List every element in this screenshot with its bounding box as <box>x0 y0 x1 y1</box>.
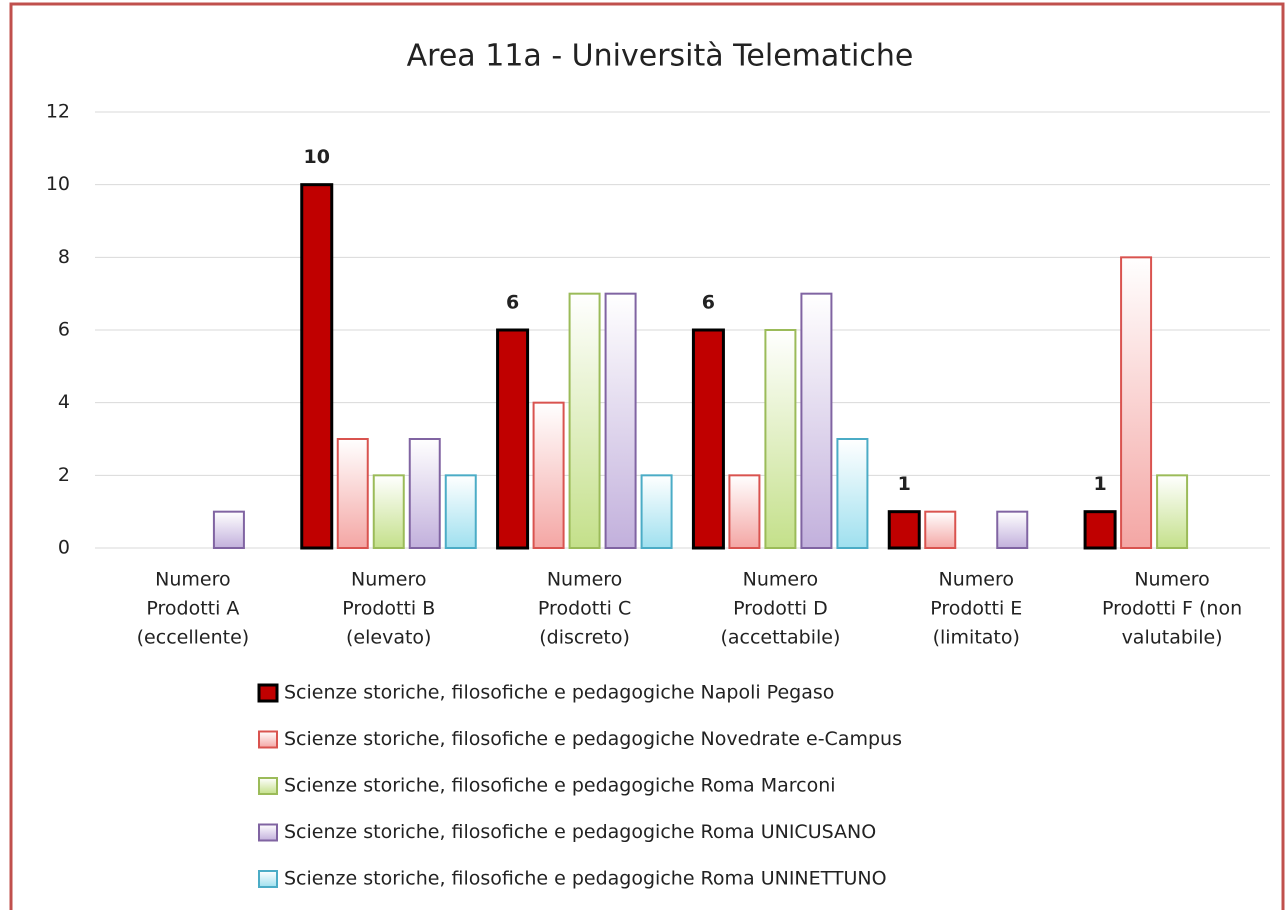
y-tick-label: 2 <box>58 464 70 486</box>
x-tick-label: Prodotti F (non <box>1102 598 1242 620</box>
bar <box>532 401 565 549</box>
bar <box>336 438 369 549</box>
bar <box>604 292 637 549</box>
x-tick-label: (discreto) <box>539 627 630 649</box>
y-tick-label: 0 <box>58 537 70 559</box>
bar <box>764 329 797 549</box>
data-label: 1 <box>898 473 911 495</box>
y-tick-label: 8 <box>58 246 70 268</box>
chart-title: Area 11a - Università Telematiche <box>407 39 914 74</box>
x-tick-label: Prodotti A <box>146 598 239 620</box>
bar <box>1083 510 1117 550</box>
chart-frame <box>9 2 1285 910</box>
bar <box>800 292 833 549</box>
x-tick-label: Prodotti B <box>342 598 435 620</box>
x-tick-label: Numero <box>1134 569 1209 591</box>
y-tick-label: 4 <box>58 391 70 413</box>
bar <box>996 510 1029 549</box>
legend-swatch <box>257 683 279 703</box>
y-tick-label: 6 <box>58 319 70 341</box>
bar <box>836 438 869 549</box>
data-label: 6 <box>702 292 715 314</box>
bar <box>372 474 405 550</box>
bar <box>496 328 530 550</box>
bar <box>444 474 477 550</box>
legend-swatch <box>258 823 278 842</box>
bar <box>691 328 725 550</box>
x-tick-label: Numero <box>743 569 818 591</box>
legend-label: Scienze storiche, filosofiche e pedagogi… <box>284 868 887 890</box>
x-tick-label: Numero <box>547 569 622 591</box>
data-label: 1 <box>1093 473 1106 495</box>
x-tick-label: Numero <box>155 569 230 591</box>
y-tick-label: 12 <box>46 101 70 123</box>
x-tick-label: Prodotti C <box>538 598 631 620</box>
x-tick-label: (elevato) <box>346 627 431 649</box>
legend-label: Scienze storiche, filosofiche e pedagogi… <box>284 728 902 750</box>
legend-swatch <box>258 777 278 795</box>
bar <box>924 510 957 549</box>
bar <box>728 474 761 550</box>
legend-label: Scienze storiche, filosofiche e pedagogi… <box>284 682 834 704</box>
data-label: 6 <box>506 292 519 314</box>
legend-label: Scienze storiche, filosofiche e pedagogi… <box>284 775 836 797</box>
y-tick-label: 10 <box>46 173 70 195</box>
legend-swatch <box>258 730 278 749</box>
bar <box>568 292 601 549</box>
data-label: 10 <box>304 146 330 168</box>
x-tick-label: valutabile) <box>1122 627 1223 649</box>
x-tick-label: Numero <box>939 569 1014 591</box>
x-tick-label: Prodotti E <box>930 598 1022 620</box>
bar <box>1120 256 1153 549</box>
x-tick-label: Numero <box>351 569 426 591</box>
bar <box>300 183 334 550</box>
x-tick-label: (eccellente) <box>137 627 250 649</box>
bar <box>212 510 245 549</box>
x-tick-label: (limitato) <box>933 627 1020 649</box>
bar <box>887 510 921 550</box>
bar <box>640 474 673 550</box>
bar <box>408 438 441 549</box>
bar <box>1156 474 1189 550</box>
x-tick-label: Prodotti D <box>733 598 828 620</box>
legend-swatch <box>258 870 278 888</box>
legend-label: Scienze storiche, filosofiche e pedagogi… <box>284 821 876 843</box>
x-tick-label: (accettabile) <box>720 627 840 649</box>
